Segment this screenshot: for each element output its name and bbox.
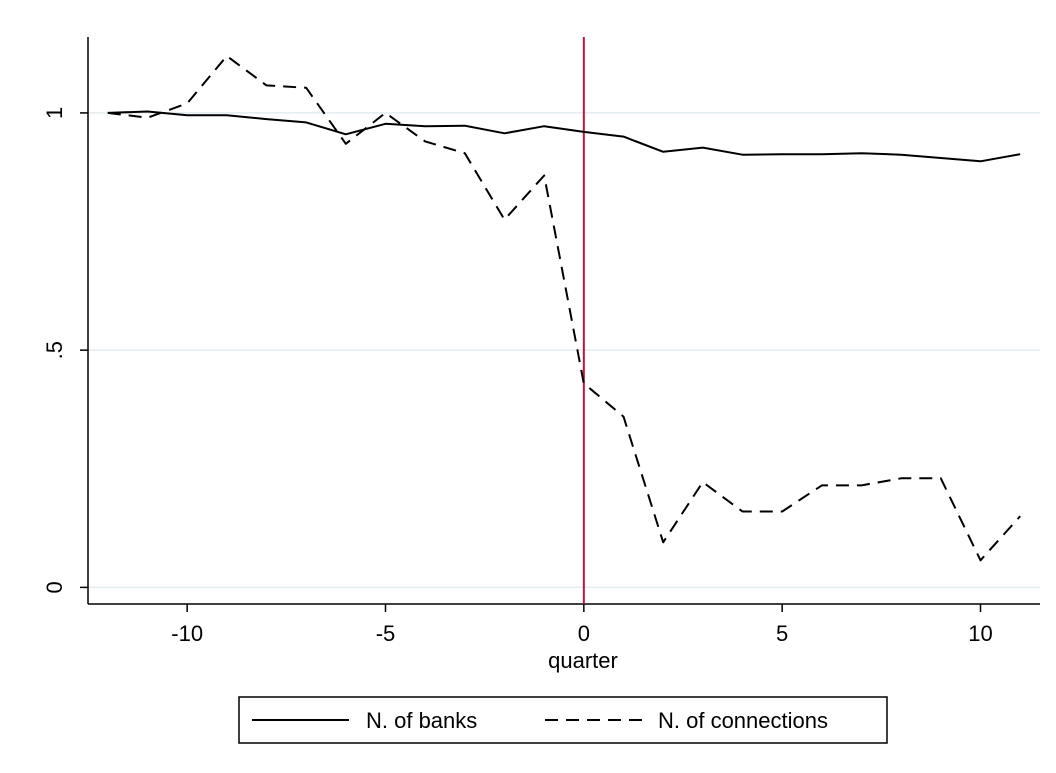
legend-label-banks: N. of banks [366, 708, 477, 733]
series-group [107, 55, 1021, 562]
x-tick-label: 0 [578, 621, 590, 646]
y-tick-label: 1 [42, 107, 67, 119]
series-line-connections [107, 55, 1021, 562]
x-tick-label: -10 [171, 621, 203, 646]
legend: N. of banks N. of connections [238, 696, 888, 744]
x-tick-label: 5 [776, 621, 788, 646]
grid-lines [88, 112, 1040, 589]
legend-label-connections: N. of connections [658, 708, 828, 733]
y-tick-label: 0 [42, 581, 67, 593]
x-axis-title: quarter [548, 648, 618, 673]
series-line-banks [107, 110, 1021, 163]
x-tick-label: -5 [376, 621, 396, 646]
y-tick-label: .5 [42, 341, 67, 359]
axes: 0 .5 1 -10 -5 0 5 10 [42, 37, 1040, 646]
x-tick-label: 10 [968, 621, 992, 646]
